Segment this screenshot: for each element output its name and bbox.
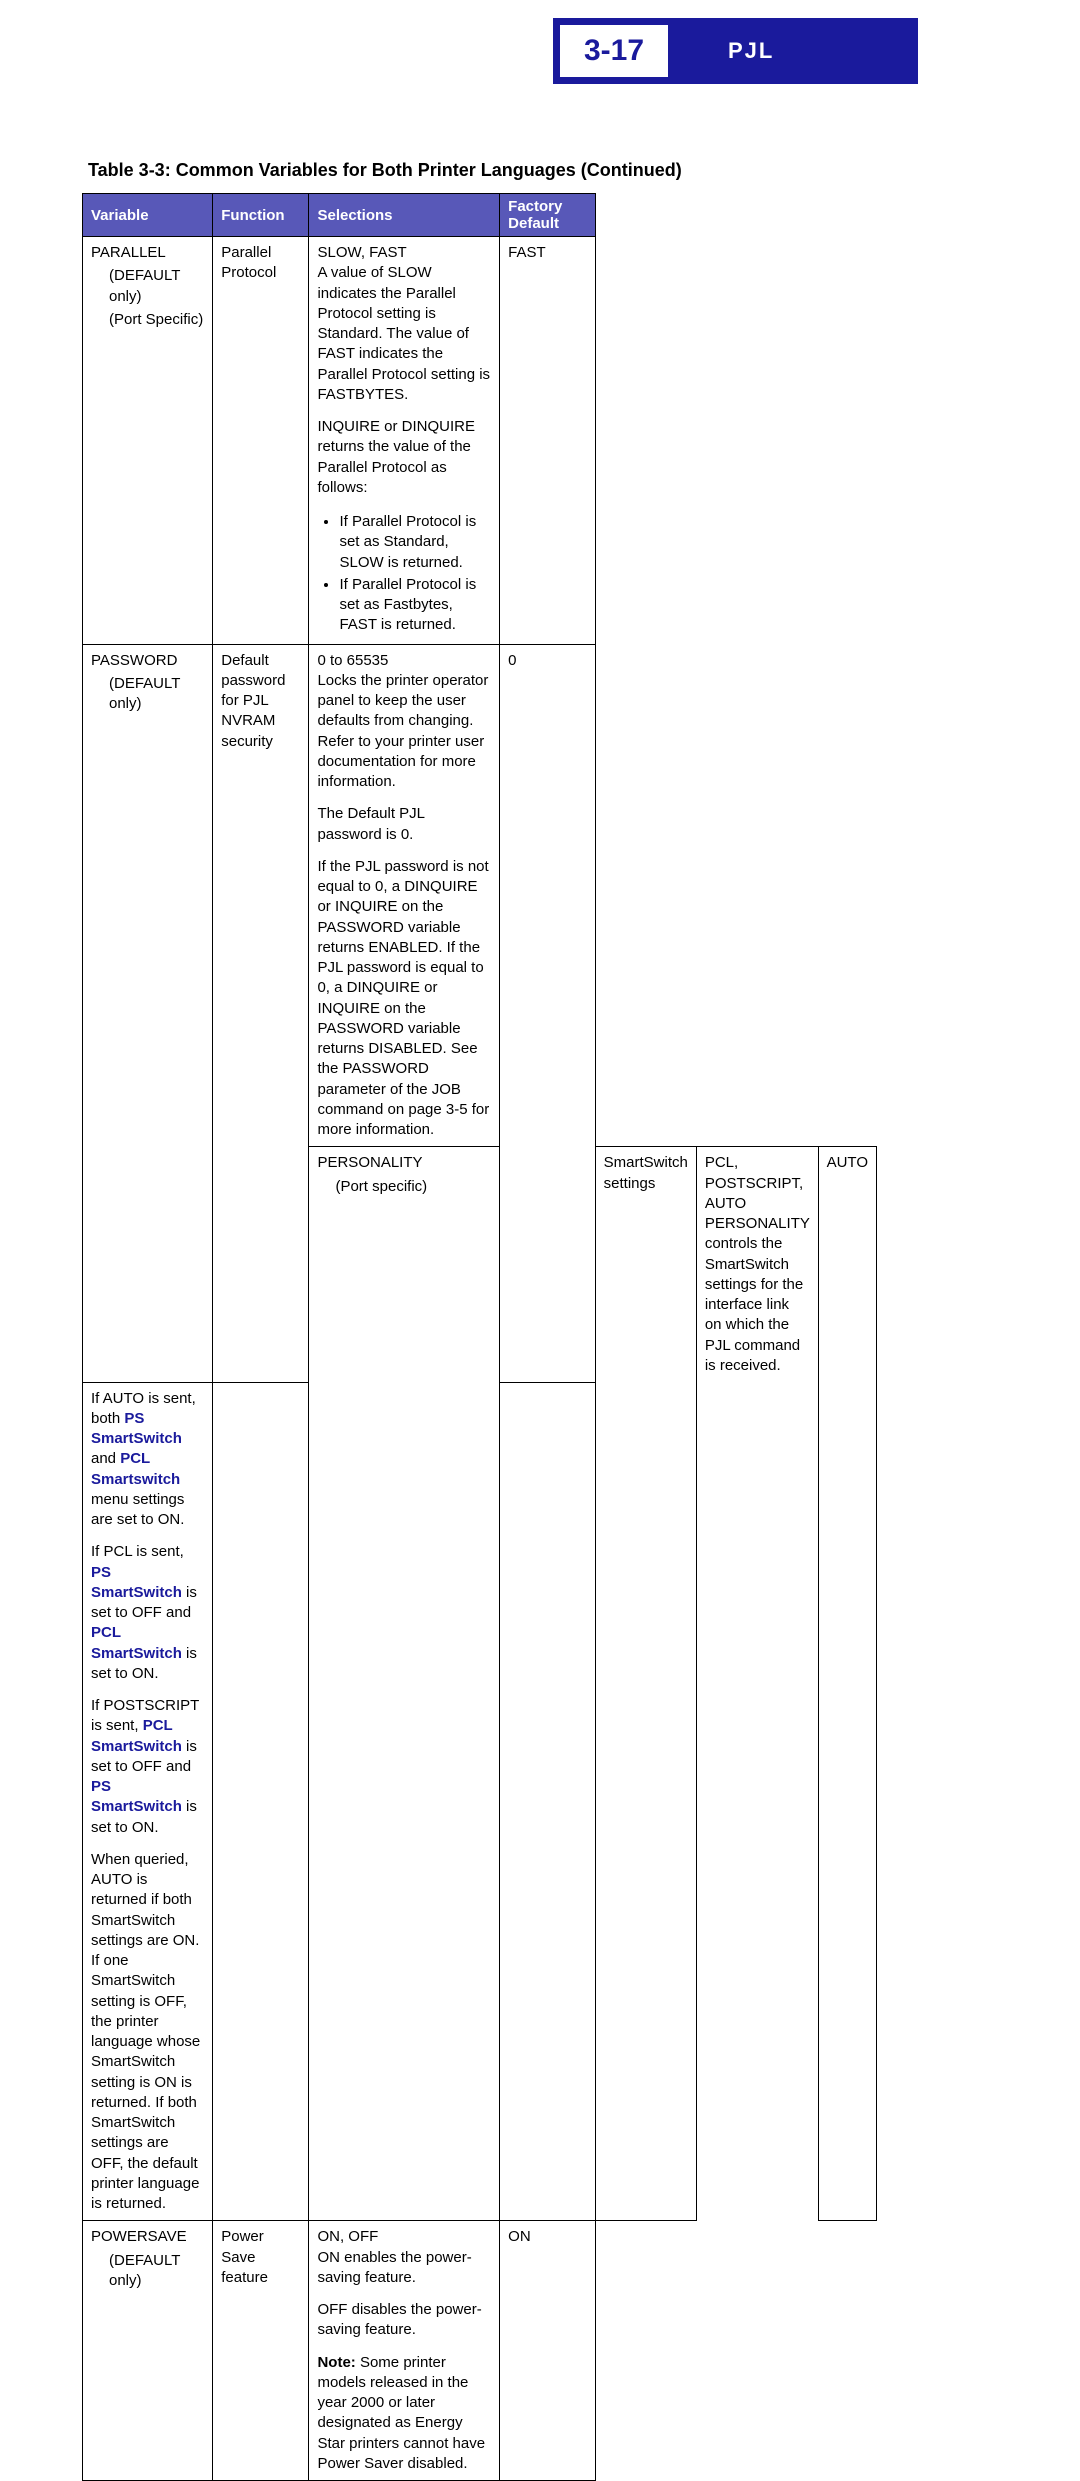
page-header: 3-17 PJL	[553, 18, 918, 84]
var-name: PERSONALITY	[317, 1154, 422, 1171]
cell-selections: PCL, POSTSCRIPT, AUTO PERSONALITY contro…	[696, 1147, 818, 1382]
link-text[interactable]: PS SmartSwitch	[91, 1778, 182, 1815]
sel-line: ON enables the power-saving feature.	[317, 2248, 491, 2289]
bullet-item: If Parallel Protocol is set as Standard,…	[339, 512, 491, 573]
table-caption: Table 3-3: Common Variables for Both Pri…	[82, 160, 877, 181]
table-row: POWERSAVE (DEFAULT only) Power Save feat…	[83, 2221, 877, 2294]
note-label: Note:	[317, 2354, 355, 2371]
cell-selections: If AUTO is sent, both PS SmartSwitch and…	[83, 1382, 213, 1536]
cell-default: ON	[500, 2221, 595, 2481]
sel-line: Locks the printer operator panel to keep…	[317, 671, 491, 793]
cell-default: 0	[500, 644, 595, 1382]
sel-line: A value of SLOW indicates the Parallel P…	[317, 263, 491, 405]
table-row: PASSWORD (DEFAULT only) Default password…	[83, 644, 877, 798]
cell-variable: PERSONALITY (Port specific)	[309, 1147, 500, 2221]
page-number: 3-17	[584, 34, 644, 68]
cell-selections: The Default PJL password is 0.	[309, 798, 500, 851]
var-name: PASSWORD	[91, 652, 177, 669]
cell-selections: If the PJL password is not equal to 0, a…	[309, 851, 500, 1147]
cell-variable: POWERSAVE (DEFAULT only)	[83, 2221, 213, 2481]
var-sub: (Port specific)	[317, 1174, 491, 1197]
table-header-row: Variable Function Selections Factory Def…	[83, 194, 877, 237]
cell-default: FAST	[500, 237, 595, 645]
bullet-item: If Parallel Protocol is set as Fastbytes…	[339, 575, 491, 636]
txt: and	[91, 1450, 120, 1467]
sel-line: PCL, POSTSCRIPT, AUTO	[705, 1153, 810, 1214]
cell-selections: SLOW, FAST A value of SLOW indicates the…	[309, 237, 500, 412]
col-selections: Selections	[309, 194, 500, 237]
cell-selections: If POSTSCRIPT is sent, PCL SmartSwitch i…	[83, 1690, 213, 1844]
table-row: PARALLEL (DEFAULT only) (Port Specific) …	[83, 237, 877, 412]
var-sub: (DEFAULT only)	[91, 2248, 204, 2292]
cell-variable: PASSWORD (DEFAULT only)	[83, 644, 213, 1382]
txt: Some printer models released in the year…	[317, 2354, 485, 2472]
var-name: PARALLEL	[91, 244, 166, 261]
sel-line: SLOW, FAST	[317, 243, 491, 263]
sel-line: PERSONALITY controls the SmartSwitch set…	[705, 1214, 810, 1376]
content: Table 3-3: Common Variables for Both Pri…	[82, 160, 877, 2481]
cell-selections: ON, OFF ON enables the power-saving feat…	[309, 2221, 500, 2294]
cell-function: Default password for PJL NVRAM security	[213, 644, 309, 1382]
cell-selections: If Parallel Protocol is set as Standard,…	[309, 504, 500, 644]
txt: menu settings are set to ON.	[91, 1491, 184, 1528]
var-sub: (DEFAULT only)	[91, 263, 204, 307]
sel-line: 0 to 65535	[317, 651, 491, 671]
variables-table: Variable Function Selections Factory Def…	[82, 193, 877, 2481]
bullet-list: If Parallel Protocol is set as Standard,…	[317, 512, 491, 636]
cell-variable: PARALLEL (DEFAULT only) (Port Specific)	[83, 237, 213, 645]
sel-line: ON, OFF	[317, 2227, 491, 2247]
var-sub: (Port Specific)	[91, 307, 204, 330]
cell-function: SmartSwitch settings	[595, 1147, 696, 2221]
section-label: PJL	[728, 38, 774, 64]
cell-function: Parallel Protocol	[213, 237, 309, 645]
col-variable: Variable	[83, 194, 213, 237]
cell-selections: INQUIRE or DINQUIRE returns the value of…	[309, 411, 500, 504]
txt: If PCL is sent,	[91, 1543, 184, 1560]
col-function: Function	[213, 194, 309, 237]
var-name: POWERSAVE	[91, 2228, 187, 2245]
var-sub: (DEFAULT only)	[91, 671, 204, 715]
cell-function: Power Save feature	[213, 2221, 309, 2481]
cell-selections: If PCL is sent, PS SmartSwitch is set to…	[83, 1536, 213, 1690]
link-text[interactable]: PS SmartSwitch	[91, 1564, 182, 1601]
col-factory-default: Factory Default	[500, 194, 595, 237]
cell-selections: Note: Some printer models released in th…	[309, 2347, 500, 2481]
page-number-box: 3-17	[560, 25, 668, 77]
cell-selections: When queried, AUTO is returned if both S…	[83, 1844, 213, 2221]
link-text[interactable]: PCL SmartSwitch	[91, 1624, 182, 1661]
cell-default: AUTO	[818, 1147, 876, 2221]
cell-selections: OFF disables the power-saving feature.	[309, 2294, 500, 2347]
cell-selections: 0 to 65535 Locks the printer operator pa…	[309, 644, 500, 798]
